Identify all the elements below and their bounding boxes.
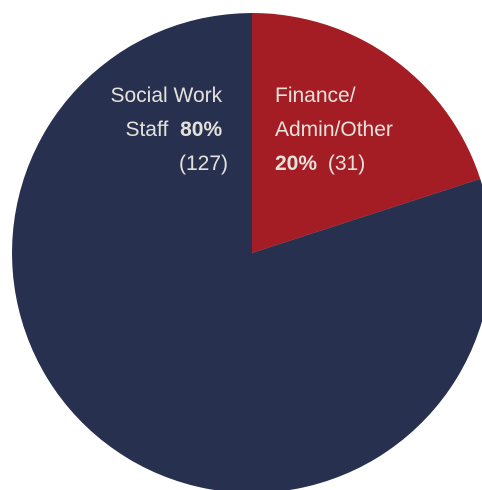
finance-label-line-2: Admin/Other	[275, 118, 393, 141]
social-work-label-line-2-prefix: Staff	[125, 118, 168, 141]
pie-slices	[12, 13, 482, 490]
social-work-label: Social Work Staff 80% (127)	[111, 84, 229, 175]
social-work-count: (127)	[179, 152, 228, 175]
finance-percent: 20%	[275, 152, 317, 175]
social-work-slice	[12, 13, 482, 490]
social-work-label-line-1: Social Work	[111, 84, 223, 107]
finance-admin-slice	[252, 13, 481, 253]
social-work-percent: 80%	[180, 118, 222, 141]
finance-admin-label: Finance/ Admin/Other 20% (31)	[275, 84, 399, 175]
finance-label-line-1: Finance/	[275, 84, 356, 107]
finance-count: (31)	[328, 152, 365, 175]
